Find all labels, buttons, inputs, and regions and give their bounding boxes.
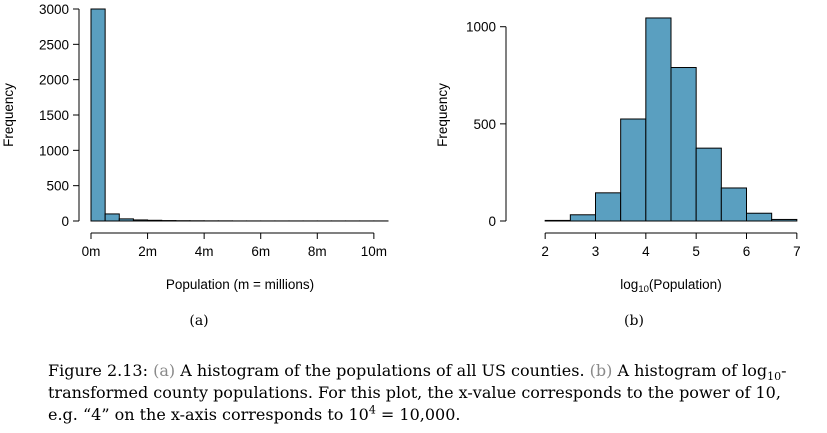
x-tick-label-a: 4m bbox=[195, 244, 214, 259]
bars-b bbox=[544, 17, 798, 222]
histogram-bar-b bbox=[670, 67, 697, 222]
y-tick-label-a: 500 bbox=[46, 179, 69, 194]
y-tick-label-a: 1000 bbox=[39, 143, 69, 158]
x-tick-label-a: 0m bbox=[82, 244, 101, 259]
histogram-b: 0 500 1000 2 3 4 5 6 7 log10(Population) Frequen… bbox=[435, 17, 801, 329]
histogram-bar-b bbox=[595, 192, 622, 222]
histogram-bar-a bbox=[90, 8, 106, 222]
x-axis-label-b-sub: 10 bbox=[638, 284, 649, 295]
y-tick-label-b: 0 bbox=[488, 214, 496, 229]
histogram-bar-b bbox=[771, 218, 798, 222]
y-tick-label-b: 1000 bbox=[466, 20, 496, 35]
histogram-bar-a bbox=[118, 218, 134, 222]
histogram-bar-a bbox=[147, 219, 163, 222]
bars-a bbox=[90, 8, 389, 222]
x-tick-label-b: 5 bbox=[692, 244, 700, 259]
x-axis-label-b-main: log bbox=[620, 277, 638, 292]
x-axis-label-b: log10(Population) bbox=[620, 277, 721, 295]
x-tick-label-a: 2m bbox=[138, 244, 157, 259]
y-tick-label-a: 2500 bbox=[39, 37, 69, 52]
subfigure-label-b: (b) bbox=[624, 313, 644, 329]
x-tick-label-b: 4 bbox=[642, 244, 650, 259]
caption-part-a-text: A histogram of the populations of all US… bbox=[180, 361, 585, 380]
histogram-bar-a bbox=[132, 219, 149, 222]
x-tick-label-a: 6m bbox=[251, 244, 270, 259]
caption-part-b-text-3: = 10,000. bbox=[375, 405, 461, 424]
y-tick-label-a: 0 bbox=[61, 214, 69, 229]
caption-part-b-sub: 10 bbox=[767, 370, 782, 384]
histogram-bar-b bbox=[645, 17, 672, 222]
histogram-bar-b bbox=[720, 187, 747, 222]
x-axis-label-b-tail: (Population) bbox=[649, 277, 722, 292]
histogram-bar-b bbox=[695, 147, 722, 222]
caption-part-b-sup: 4 bbox=[368, 403, 376, 417]
y-axis-label-b: Frequency bbox=[435, 83, 450, 147]
y-tick-label-a: 3000 bbox=[39, 2, 69, 17]
x-axis-label-a: Population (m = millions) bbox=[166, 277, 314, 292]
histogram-a: 0 500 1000 1500 2000 2500 3000 0m 2m 4m 6m 8m 10m Po… bbox=[1, 2, 389, 329]
axes-a: 0 500 1000 1500 2000 2500 3000 0m 2m 4m 6m 8m 10m bbox=[39, 2, 387, 259]
histogram-bar-b bbox=[569, 214, 596, 222]
subfigure-label-a: (a) bbox=[189, 313, 208, 329]
y-tick-label-b: 500 bbox=[473, 117, 496, 132]
histogram-bar-a bbox=[104, 213, 120, 222]
y-tick-label-a: 1500 bbox=[39, 108, 69, 123]
caption-figure-label: Figure 2.13: bbox=[48, 361, 148, 380]
x-tick-label-a: 10m bbox=[361, 244, 387, 259]
caption-part-a-label: (a) bbox=[153, 361, 176, 380]
histogram-bar-b bbox=[620, 118, 647, 222]
caption-part-b-text-1: A histogram of log bbox=[617, 361, 768, 380]
axes-b: 0 500 1000 2 3 4 5 6 7 bbox=[466, 20, 801, 259]
x-tick-label-a: 8m bbox=[308, 244, 327, 259]
x-tick-label-b: 6 bbox=[743, 244, 751, 259]
x-tick-label-b: 7 bbox=[793, 244, 801, 259]
caption-part-b-text-2: -transformed county populations. For thi… bbox=[48, 361, 787, 424]
x-tick-label-b: 2 bbox=[541, 244, 549, 259]
caption-part-b-label: (b) bbox=[589, 361, 613, 380]
histogram-bar-b bbox=[746, 212, 773, 222]
y-tick-label-a: 2000 bbox=[39, 73, 69, 88]
histogram-bar-b bbox=[544, 219, 571, 222]
x-tick-label-b: 3 bbox=[592, 244, 600, 259]
y-axis-label-a: Frequency bbox=[1, 83, 16, 147]
figure-caption: Figure 2.13: (a) A histogram of the popu… bbox=[48, 360, 808, 426]
